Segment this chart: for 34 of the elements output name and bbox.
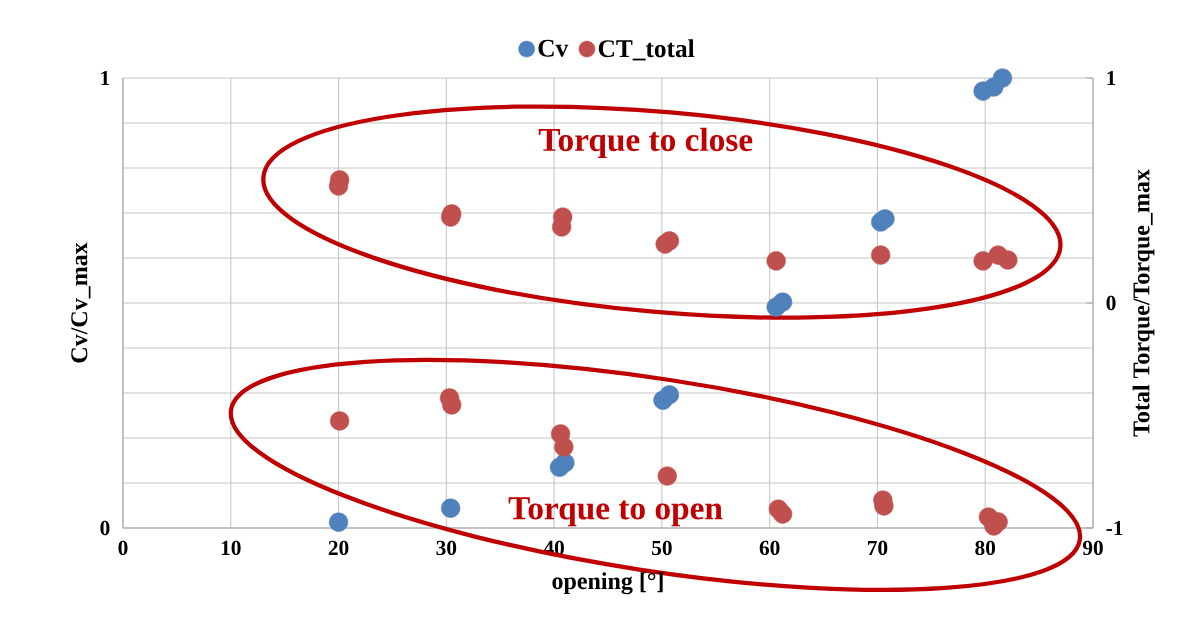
point <box>328 512 349 532</box>
y2-axis-title: Total Torque/Torque_max <box>1132 169 1155 437</box>
x-tick-label: 50 <box>652 540 672 556</box>
point <box>766 251 786 271</box>
point <box>973 251 993 271</box>
point <box>554 437 574 457</box>
y2-tick-label: -1 <box>1106 520 1123 536</box>
x-tick-label: 20 <box>328 540 349 556</box>
point <box>659 385 680 405</box>
y2-tick-label: 0 <box>1106 295 1116 311</box>
point <box>772 504 793 524</box>
annotation: Torque to open <box>508 497 723 527</box>
point <box>659 231 680 251</box>
x-tick-label: 30 <box>436 540 457 556</box>
x-tick-label: 0 <box>118 540 128 556</box>
x-tick-label: 90 <box>1082 540 1103 556</box>
legend-label: CT_total <box>598 39 695 61</box>
x-tick-label: 70 <box>867 540 888 556</box>
x-axis-title: opening [°] <box>552 572 663 595</box>
y2-tick-label: 1 <box>1107 70 1116 86</box>
point <box>330 411 350 431</box>
x-tick-label: 10 <box>221 540 241 556</box>
point <box>992 68 1013 88</box>
point <box>441 498 461 518</box>
point <box>871 245 891 265</box>
y-axis-title: Cv/Cv_max <box>71 242 91 363</box>
legend-label: Cv <box>538 39 569 57</box>
x-tick-label: 80 <box>975 540 996 556</box>
point <box>998 250 1018 270</box>
x-tick-label: 60 <box>759 540 780 556</box>
point <box>442 395 462 415</box>
point <box>772 292 793 312</box>
point <box>657 466 677 486</box>
annotation: Torque to close <box>538 127 753 158</box>
